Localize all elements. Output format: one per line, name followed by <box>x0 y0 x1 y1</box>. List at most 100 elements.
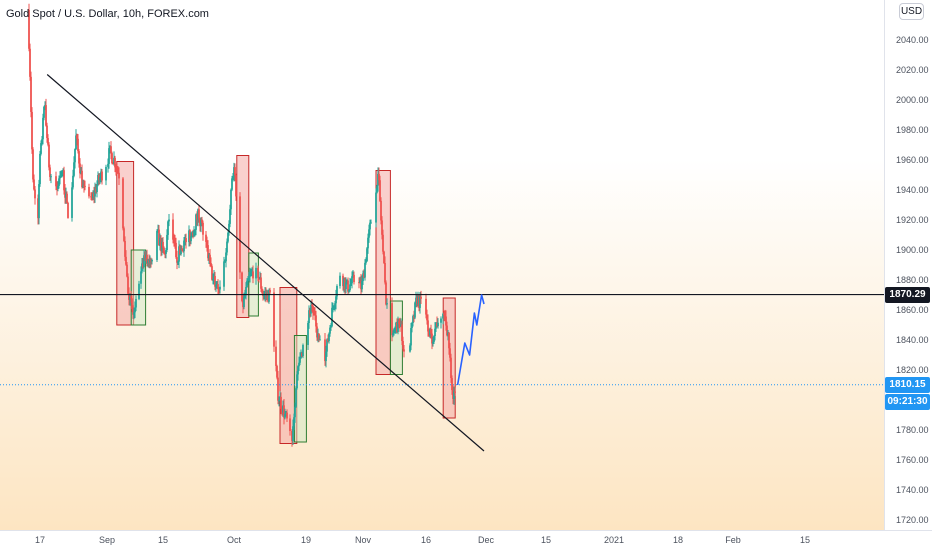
bearish-candle <box>179 246 181 255</box>
bullish-candle <box>365 261 367 263</box>
bullish-candle <box>343 278 345 287</box>
bullish-candle <box>285 412 287 414</box>
bearish-candle <box>413 316 415 318</box>
bearish-candle <box>444 314 446 317</box>
bullish-candle <box>246 280 248 287</box>
bearish-candle <box>117 169 119 173</box>
bullish-candle <box>317 333 319 338</box>
bullish-candle <box>429 329 431 336</box>
bullish-candle <box>333 306 335 308</box>
bearish-candle <box>260 277 262 289</box>
bearish-candle <box>34 189 36 199</box>
bullish-candle <box>166 234 168 250</box>
bullish-candle <box>219 286 221 290</box>
bullish-candle <box>386 303 388 305</box>
bullish-candle <box>165 249 167 254</box>
bullish-candle <box>412 316 414 323</box>
projection-path[interactable] <box>456 294 485 386</box>
bearish-candle <box>275 346 277 366</box>
x-tick-label: 18 <box>673 535 683 545</box>
bullish-candle <box>345 282 347 290</box>
green-highlight-box <box>293 335 307 443</box>
level-price-label: 1870.29 <box>885 286 930 303</box>
bearish-candle <box>48 144 50 168</box>
x-tick-label: Sep <box>99 535 115 545</box>
bearish-candle <box>450 357 452 379</box>
bullish-candle <box>59 176 61 179</box>
bullish-candle <box>229 209 231 224</box>
bullish-candle <box>400 324 402 327</box>
bearish-candle <box>342 275 344 287</box>
bearish-candle <box>142 263 144 268</box>
downtrend-line[interactable] <box>46 74 485 452</box>
bullish-candle <box>143 255 145 268</box>
bullish-candle <box>138 283 140 299</box>
x-tick-label: 16 <box>421 535 431 545</box>
x-tick-label: 2021 <box>604 535 624 545</box>
bullish-candle <box>42 117 44 140</box>
bullish-candle <box>75 135 77 150</box>
bearish-candle <box>31 111 33 150</box>
bearish-candle <box>33 179 35 190</box>
bearish-candle <box>267 292 269 302</box>
bearish-candle <box>176 257 178 263</box>
bullish-candle <box>308 310 310 323</box>
bearish-candle <box>436 323 438 327</box>
bearish-candle <box>218 289 220 291</box>
bullish-candle <box>393 329 395 334</box>
bearish-candle <box>273 292 275 347</box>
bullish-candle <box>223 261 225 287</box>
bearish-candle <box>344 278 346 290</box>
bullish-candle <box>442 313 444 319</box>
bearish-candle <box>126 264 128 277</box>
bullish-candle <box>224 261 226 263</box>
bullish-candle <box>397 321 399 332</box>
bullish-candle <box>177 261 179 263</box>
bullish-candle <box>350 283 352 285</box>
bearish-candle <box>146 254 148 264</box>
bearish-candle <box>242 300 244 308</box>
bearish-candle <box>311 304 313 306</box>
bullish-candle <box>282 405 284 413</box>
bearish-candle <box>427 320 429 332</box>
bullish-candle <box>60 176 62 178</box>
bullish-candle <box>352 274 354 277</box>
bearish-candle <box>95 188 97 193</box>
bullish-candle <box>74 149 76 163</box>
bullish-candle <box>351 276 353 284</box>
bullish-candle <box>184 238 186 241</box>
bullish-candle <box>50 176 52 178</box>
bearish-candle <box>358 282 360 284</box>
bearish-candle <box>431 333 433 344</box>
bearish-candle <box>426 314 428 321</box>
bearish-candle <box>112 163 114 165</box>
bullish-candle <box>167 221 169 235</box>
y-tick-label: 1900.00 <box>896 245 929 255</box>
bearish-candle <box>309 310 311 314</box>
bearish-candle <box>199 219 201 227</box>
bullish-candle <box>300 352 302 359</box>
bullish-candle <box>414 302 416 318</box>
bearish-candle <box>122 178 124 229</box>
bullish-candle <box>411 322 413 328</box>
bearish-candle <box>66 193 68 203</box>
bearish-candle <box>324 339 326 362</box>
bearish-candle <box>318 333 320 340</box>
bullish-candle <box>197 209 199 220</box>
x-tick-label: 15 <box>541 535 551 545</box>
bullish-candle <box>294 406 296 418</box>
bullish-candle <box>157 229 159 231</box>
bullish-candle <box>226 241 228 253</box>
chart-title: Gold Spot / U.S. Dollar, 10h, FOREX.com <box>6 8 209 20</box>
bullish-candle <box>107 163 109 167</box>
bullish-candle <box>255 267 257 279</box>
bearish-candle <box>289 418 291 431</box>
bullish-candle <box>366 248 368 262</box>
bullish-candle <box>329 327 331 334</box>
currency-button[interactable]: USD <box>899 3 924 20</box>
bearish-candle <box>181 249 183 251</box>
bearish-candle <box>276 365 278 378</box>
bearish-candle <box>198 209 200 220</box>
